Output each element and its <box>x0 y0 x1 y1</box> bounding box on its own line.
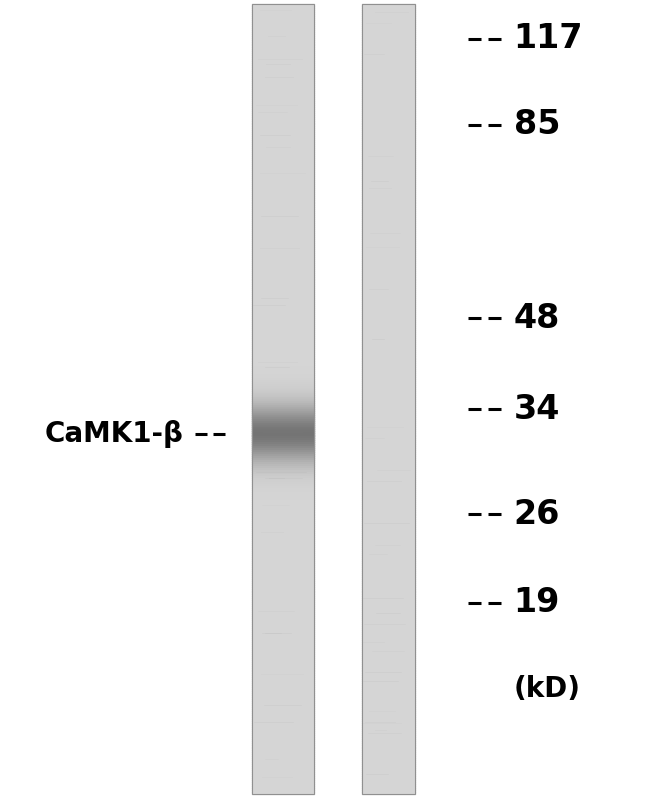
Text: 117: 117 <box>514 23 583 55</box>
Text: 48: 48 <box>514 302 560 334</box>
Bar <box>252 4 313 794</box>
Text: 19: 19 <box>514 587 560 619</box>
Text: (kD): (kD) <box>514 675 580 703</box>
Bar <box>362 4 415 794</box>
Text: 26: 26 <box>514 498 560 530</box>
Text: 34: 34 <box>514 393 560 426</box>
Text: 85: 85 <box>514 109 560 141</box>
Text: CaMK1-β: CaMK1-β <box>44 420 183 447</box>
